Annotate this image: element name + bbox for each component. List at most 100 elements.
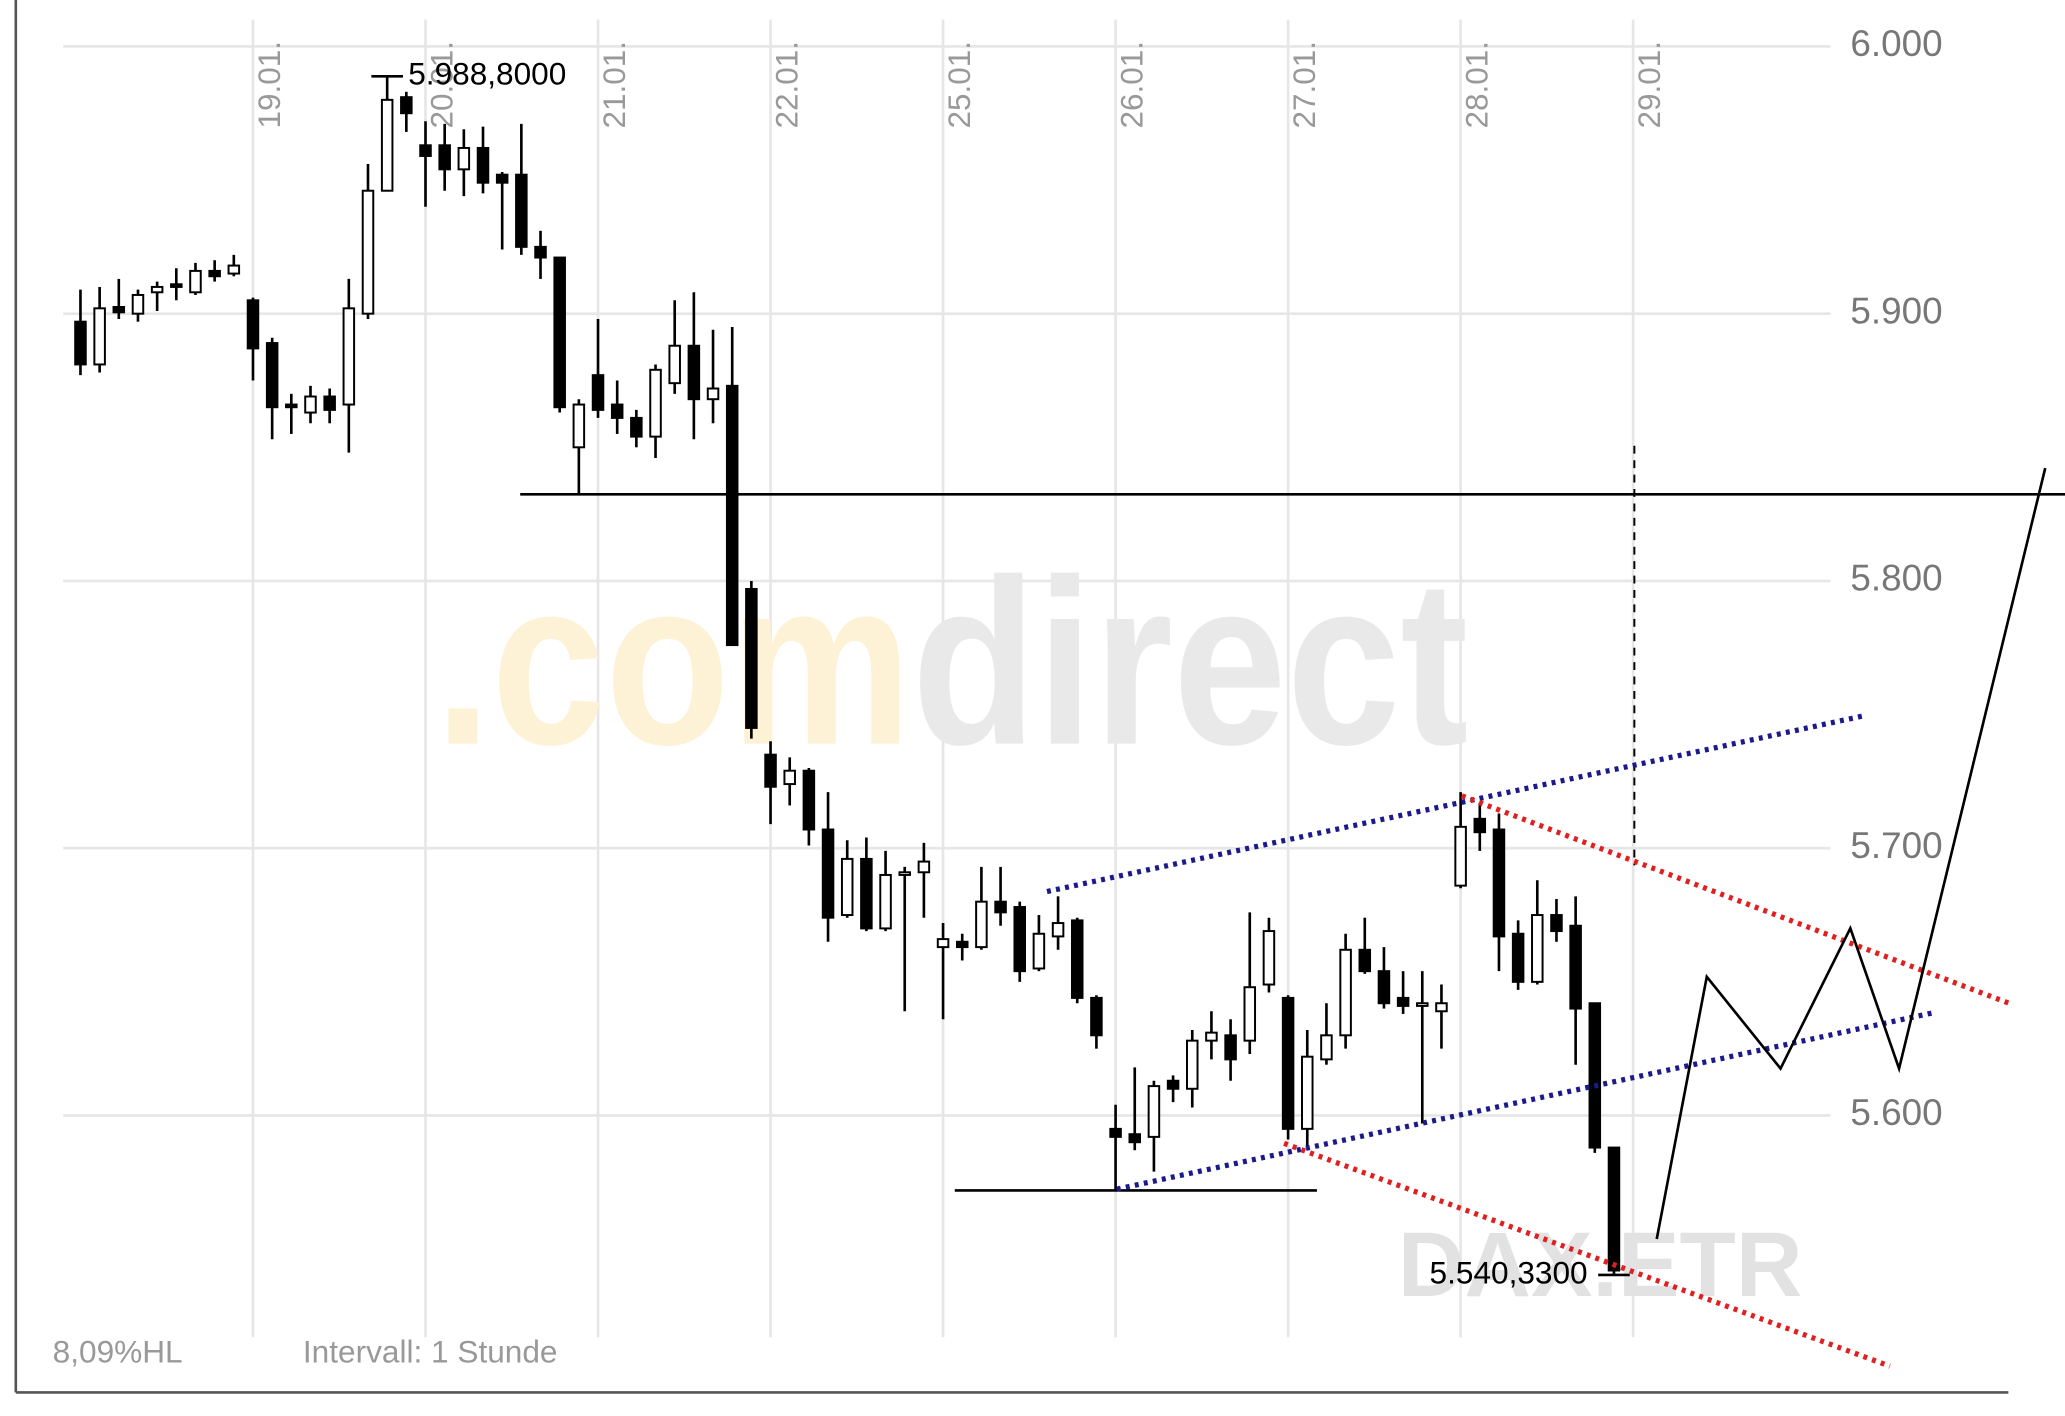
candle-body — [1166, 1079, 1180, 1090]
channel-lower — [1116, 1009, 1937, 1192]
candle-body — [227, 264, 241, 275]
y-tick-label: 6.000 — [1850, 23, 1942, 64]
candle-body — [1186, 1039, 1199, 1090]
candle-body — [189, 269, 202, 294]
candle-body — [1128, 1133, 1142, 1144]
candle-body — [1473, 817, 1487, 834]
symbol-watermark: DAX.ETR — [1398, 1214, 1803, 1316]
candle-body — [1320, 1034, 1333, 1061]
candle-body — [572, 403, 586, 449]
candle-body — [553, 256, 566, 409]
watermark-part: .com — [435, 532, 912, 795]
candle-body — [1607, 1146, 1621, 1272]
channel-upper — [1046, 713, 1865, 895]
candle-body — [975, 900, 988, 949]
candle-body — [1569, 924, 1582, 1010]
candle-body — [74, 320, 87, 366]
candle-body — [840, 857, 854, 917]
candle-body — [534, 245, 547, 259]
candle-body — [400, 96, 413, 115]
down-channel-lower — [1283, 1140, 1891, 1369]
candle-body — [1531, 914, 1544, 983]
candle-body — [1032, 932, 1046, 970]
candle-body — [1454, 825, 1467, 887]
candle-body — [1262, 930, 1276, 986]
candle-body — [610, 403, 624, 419]
candle-body — [93, 307, 106, 366]
candle-body — [1281, 996, 1295, 1130]
candle-body — [131, 293, 145, 315]
candle-body — [1492, 828, 1506, 938]
candle-body — [515, 173, 528, 248]
candle-body — [1205, 1031, 1218, 1042]
footer-range: 8,09%HL — [53, 1334, 183, 1370]
y-tick-label: 5.600 — [1850, 1092, 1942, 1133]
candle-body — [1358, 948, 1372, 973]
annotation-label: 5.540,3300 — [1430, 1254, 1588, 1290]
candle-body — [246, 299, 260, 350]
candle-body — [591, 374, 605, 411]
candle-body — [1147, 1085, 1161, 1138]
candle-body — [476, 146, 490, 184]
candle-body — [265, 342, 279, 409]
candle-body — [323, 395, 336, 411]
candle-body — [1396, 996, 1410, 1007]
candle-body — [802, 769, 816, 831]
candle-body — [783, 769, 796, 786]
candle-body — [419, 144, 432, 157]
x-tick-label: 25.01. — [941, 41, 977, 128]
x-tick-label: 19.01. — [251, 41, 287, 128]
candle-body — [898, 871, 911, 876]
candle-body — [821, 828, 835, 919]
x-tick-label: 22.01. — [768, 41, 804, 128]
candle-body — [285, 403, 298, 409]
candle-body — [668, 344, 681, 385]
candle-body — [1416, 1002, 1429, 1007]
candle-body — [150, 285, 164, 294]
candle-body — [1224, 1034, 1237, 1061]
candle-body — [1090, 996, 1103, 1037]
candle-body — [745, 587, 758, 729]
candles — [74, 76, 1621, 1275]
candle-body — [1588, 1002, 1602, 1149]
projection — [1655, 467, 2047, 1240]
candle-body — [630, 416, 643, 438]
candle-body — [457, 146, 471, 171]
candle-body — [1339, 948, 1352, 1037]
candle-body — [917, 860, 931, 874]
x-tick-label: 28.01. — [1458, 41, 1494, 128]
drawings — [14, 0, 2065, 1394]
x-tick-label: 29.01. — [1631, 41, 1667, 128]
candle-body — [687, 344, 701, 401]
candle-body — [994, 900, 1007, 914]
candle-body — [1377, 970, 1391, 1005]
x-tick-label: 21.01. — [596, 41, 632, 128]
candle-body — [1550, 914, 1563, 933]
candle-body — [706, 387, 720, 401]
watermark-part: direct — [912, 532, 1469, 795]
x-tick-label: 27.01. — [1286, 41, 1322, 128]
candle-body — [1511, 932, 1525, 983]
candle-body — [1070, 919, 1084, 999]
candle-body — [955, 940, 969, 949]
candle-body — [380, 98, 394, 192]
x-tick-label: 20.01. — [423, 41, 459, 128]
y-tick-label: 5.800 — [1850, 558, 1942, 599]
candle-body — [1051, 922, 1065, 938]
candle-body — [725, 384, 739, 647]
annotation-label: 5.988,8000 — [408, 56, 566, 92]
candle-body — [1301, 1055, 1314, 1130]
candle-body — [495, 173, 509, 184]
candle-body — [764, 753, 777, 788]
candle-body — [342, 307, 356, 406]
y-tick-label: 5.700 — [1850, 825, 1942, 866]
candle-body — [112, 306, 126, 314]
x-tick-label: 26.01. — [1113, 41, 1149, 128]
candle-body — [438, 144, 451, 171]
candle-body — [208, 269, 221, 278]
y-tick-label: 5.900 — [1850, 290, 1942, 331]
candle-body — [170, 283, 183, 288]
